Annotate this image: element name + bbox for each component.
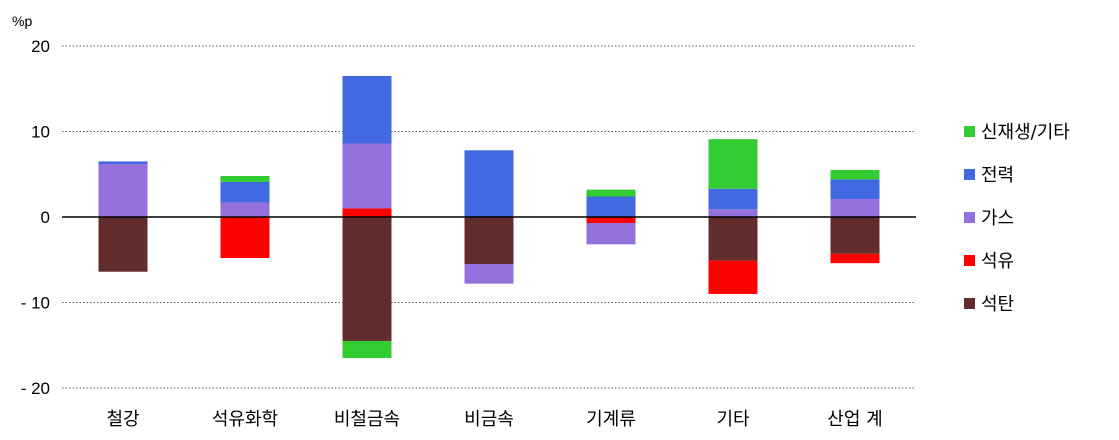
x-tick-labels: 철강 석유화학 비철금속 비금속 기계류 기타 산업 계 [106, 409, 882, 430]
legend-swatch [964, 169, 975, 180]
bar-segment [708, 188, 758, 210]
legend-swatch [964, 255, 975, 266]
grid-lines [62, 45, 916, 389]
bar-segment [708, 217, 758, 261]
legend-label: 석유 [981, 251, 1014, 272]
bar-segment [98, 217, 148, 272]
legend-label: 가스 [981, 208, 1014, 229]
legend-label: 전력 [981, 165, 1014, 186]
y-tick-label: 20 [31, 37, 50, 56]
bar-segment [220, 181, 270, 203]
x-tick-label: 산업 계 [827, 409, 882, 430]
bar-segment [342, 217, 392, 341]
legend-label: 석탄 [981, 294, 1014, 315]
x-tick-label: 석유화학 [212, 409, 278, 430]
legend-label: 신재생/기타 [981, 122, 1070, 143]
bar-segment [830, 217, 880, 254]
bar-segment [830, 199, 880, 217]
bar-segment [220, 202, 270, 217]
bar-segment [220, 175, 270, 182]
y-tick-label: 0 [41, 208, 50, 227]
y-axis-unit-label: %p [12, 13, 32, 29]
bar-segment [464, 217, 514, 265]
bar-segment [586, 189, 636, 197]
bar-segment [98, 163, 148, 217]
bar-segment [586, 196, 636, 217]
y-tick-label: - 10 [21, 294, 50, 313]
bar-segment [98, 161, 148, 164]
x-tick-label: 비금속 [464, 409, 514, 430]
bar-segment [830, 253, 880, 264]
y-tick-label: - 20 [21, 379, 50, 398]
x-tick-label: 기계류 [586, 409, 636, 430]
bar-segment [708, 139, 758, 189]
bar-segment [586, 222, 636, 245]
legend-swatch [964, 298, 975, 309]
bar-segment [586, 217, 636, 223]
x-tick-label: 비철금속 [334, 409, 400, 430]
bar-segment [708, 209, 758, 217]
bar-segment [464, 150, 514, 217]
bar-segment [342, 143, 392, 209]
bar-segment [464, 264, 514, 284]
bar-segment [342, 340, 392, 359]
x-tick-label: 기타 [716, 409, 750, 430]
bars [98, 75, 880, 359]
bar-segment [342, 75, 392, 144]
legend-swatch [964, 212, 975, 223]
legend-swatch [964, 126, 975, 137]
bar-segment [220, 217, 270, 259]
bar-segment [830, 169, 880, 180]
bar-segment [830, 179, 880, 200]
bar-segment [708, 260, 758, 294]
x-tick-label: 철강 [106, 409, 139, 430]
bar-segment [342, 208, 392, 217]
y-tick-labels: 20 10 0 - 10 - 20 [21, 37, 50, 398]
y-tick-label: 10 [31, 123, 50, 142]
